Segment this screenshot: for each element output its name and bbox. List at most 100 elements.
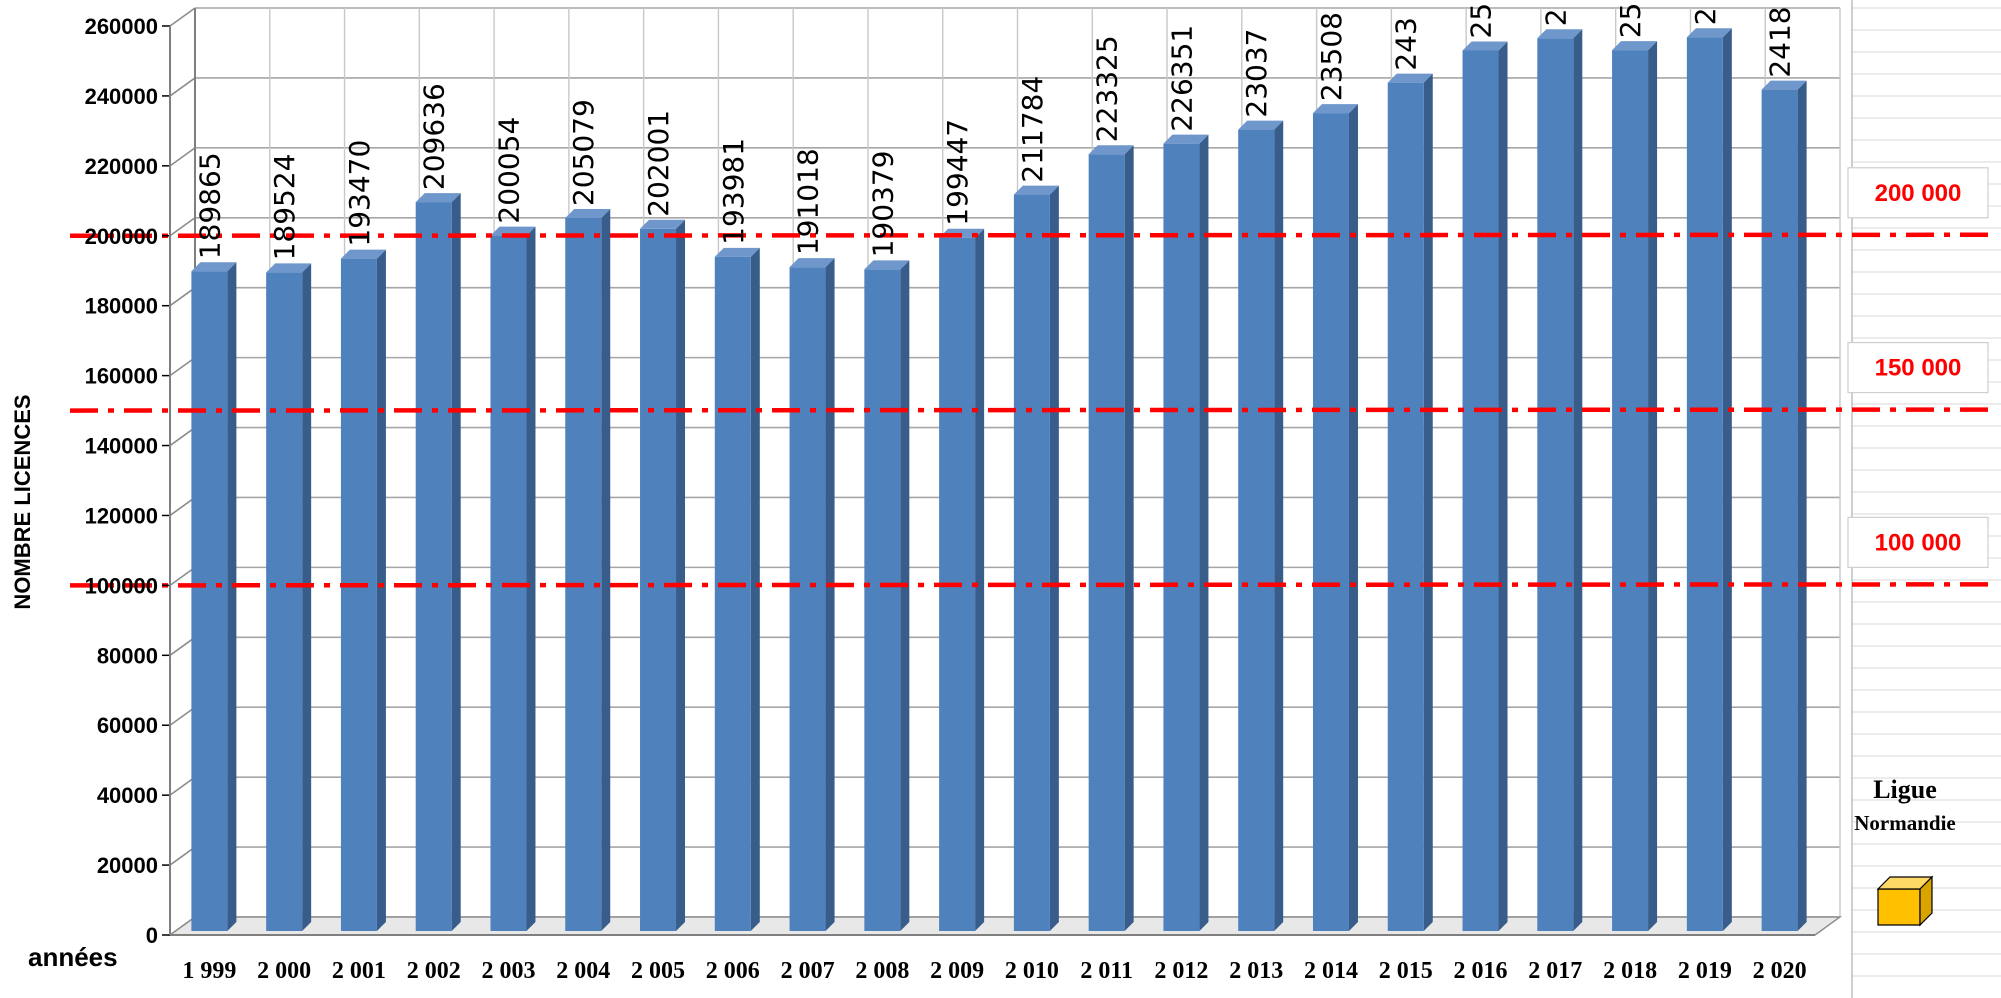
- bar-front-face: [1163, 143, 1200, 931]
- bar-front-face: [1686, 37, 1723, 932]
- bar-front-face: [1088, 154, 1125, 931]
- grid-depth-line: [169, 7, 196, 27]
- bar-front-face: [1312, 113, 1349, 932]
- reference-label: 100 000: [1875, 529, 1962, 556]
- reference-label-box: [1847, 341, 1989, 394]
- bar-side-face: [1498, 41, 1508, 931]
- x-tick-label: 1 999: [182, 958, 236, 984]
- bar: [266, 263, 312, 932]
- bar-side-face: [900, 260, 910, 931]
- y-tick-label: 40000: [97, 783, 158, 808]
- bar: [1387, 73, 1433, 931]
- bar-top-face: [266, 263, 312, 273]
- bar: [1612, 41, 1658, 931]
- x-tick-label: 2 005: [631, 958, 685, 984]
- x-tick-label: 2 006: [706, 958, 760, 984]
- x-tick-label: 2 017: [1528, 958, 1582, 984]
- reference-line-stroke: [69, 582, 1996, 588]
- data-label: 211784: [1016, 76, 1049, 183]
- data-label: 200054: [492, 117, 525, 224]
- x-tick-label: 2 012: [1154, 958, 1208, 984]
- reference-label: 150 000: [1875, 355, 1962, 382]
- bar-layer: [191, 28, 1807, 932]
- x-tick-label: 2 009: [930, 958, 984, 984]
- bar-top-face: [1312, 104, 1358, 114]
- reference-label: 200 000: [1875, 180, 1962, 207]
- bar: [191, 262, 237, 931]
- data-label: 23508: [1315, 12, 1348, 101]
- grid-depth-line: [169, 287, 196, 307]
- x-tick-label: 2 003: [481, 958, 535, 984]
- x-tick-label: 2 014: [1304, 958, 1358, 984]
- bar-side-face: [227, 262, 237, 931]
- grid-depth-line: [169, 496, 196, 517]
- bar: [415, 193, 461, 931]
- legend: Ligue Normandie: [1854, 775, 1956, 927]
- bar-front-face: [789, 267, 826, 931]
- bar-side-face: [1274, 120, 1284, 932]
- data-label: 226351: [1165, 25, 1198, 132]
- bar: [1238, 120, 1284, 932]
- bar: [1462, 41, 1508, 931]
- bar: [340, 249, 386, 931]
- bar: [1013, 185, 1059, 931]
- x-tick-label: 2 020: [1753, 958, 1807, 984]
- y-tick-label: 220000: [85, 154, 158, 179]
- bar-front-face: [340, 258, 377, 931]
- bar-side-face: [1348, 104, 1358, 932]
- grid-depth-line: [169, 217, 196, 237]
- data-label: 2: [1539, 8, 1572, 26]
- data-label: 23037: [1240, 29, 1273, 118]
- reference-line-stroke: [69, 232, 1996, 239]
- bar-front-face: [1462, 50, 1499, 931]
- grid-depth-line: [169, 147, 196, 167]
- bar-front-face: [714, 256, 751, 931]
- reference-line: 150 000: [69, 341, 1996, 413]
- y-tick-label: 180000: [85, 294, 158, 319]
- bar: [640, 219, 686, 931]
- x-tick-label: 2 016: [1454, 958, 1508, 984]
- bar-top-face: [1238, 120, 1284, 130]
- grid-depth-line: [169, 356, 196, 377]
- bar: [1537, 29, 1583, 932]
- bar-top-face: [415, 193, 461, 203]
- bar-top-face: [1163, 134, 1209, 144]
- y-tick-label: 160000: [85, 364, 158, 389]
- y-tick-label: 100000: [85, 573, 158, 598]
- bar-top-face: [1013, 185, 1059, 195]
- x-tick-label: 2 001: [332, 958, 386, 984]
- bar-front-face: [864, 269, 901, 931]
- bar-side-face: [1423, 73, 1433, 931]
- y-tick-label: 120000: [85, 503, 158, 528]
- bar-top-face: [1761, 80, 1807, 90]
- bar-top-face: [714, 247, 760, 257]
- bar-side-face: [376, 249, 386, 931]
- bar-side-face: [1797, 80, 1807, 931]
- reference-label-box: [1847, 516, 1989, 568]
- bar: [864, 260, 910, 931]
- bar: [789, 258, 835, 931]
- y-tick-label: 20000: [97, 853, 158, 878]
- bar-side-face: [1049, 185, 1059, 931]
- data-labels-layer: 189865 189524 193470 209636 200054 205079 2020…: [193, 2, 1796, 260]
- bar-top-face: [1387, 73, 1433, 83]
- bar-front-face: [1238, 129, 1275, 932]
- bar-top-face: [1462, 41, 1508, 51]
- bar-side-face: [676, 219, 686, 931]
- bar-front-face: [1761, 89, 1798, 931]
- bar-side-face: [825, 258, 835, 931]
- data-label: 191018: [792, 148, 825, 255]
- bar-side-face: [1199, 134, 1209, 931]
- bar-side-face: [1722, 28, 1732, 932]
- bar-side-face: [1648, 41, 1658, 931]
- data-label: 243: [1390, 17, 1423, 70]
- y-tick-label: 80000: [97, 643, 158, 668]
- bar: [1312, 104, 1358, 932]
- x-tick-label: 2 000: [257, 958, 311, 984]
- bar-top-face: [789, 258, 835, 268]
- bar-front-face: [266, 272, 303, 932]
- x-tick-label: 2 019: [1678, 958, 1732, 984]
- bar-front-face: [1013, 194, 1050, 931]
- grid-depth-line: [169, 77, 196, 97]
